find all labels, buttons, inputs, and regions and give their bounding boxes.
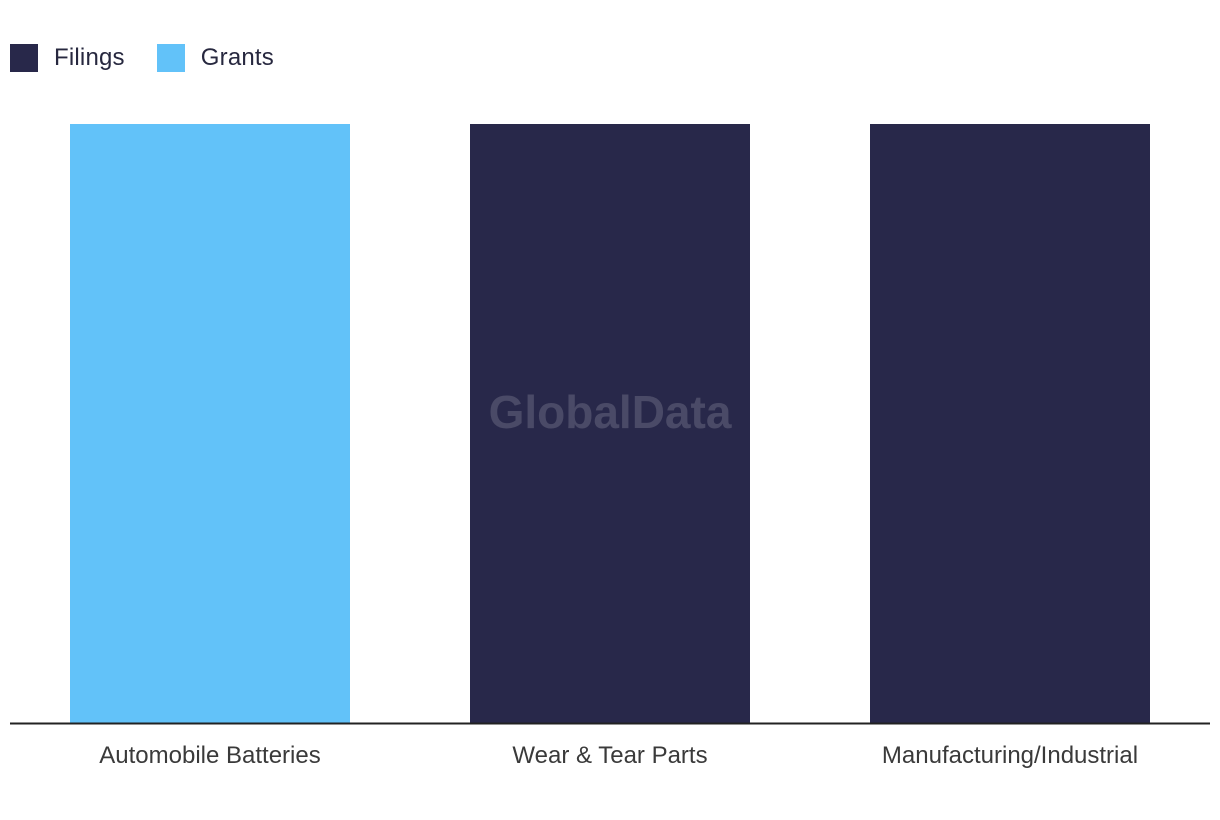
watermark-logo: GlobalData xyxy=(489,386,732,438)
chart-legend: Filings Grants xyxy=(10,42,306,74)
legend-item-grants: Grants xyxy=(156,44,274,72)
bar-group xyxy=(70,124,1150,723)
legend-label-filings: Filings xyxy=(54,44,125,71)
x-tick-label: Wear & Tear Parts xyxy=(512,742,707,769)
x-axis-tick-labels: Automobile Batteries Wear & Tear Parts Man… xyxy=(99,742,1138,769)
x-tick-label: Manufacturing/Industrial xyxy=(882,742,1138,769)
bar-grants-0 xyxy=(70,124,350,723)
legend-swatch-filings xyxy=(10,44,38,72)
legend-label-grants: Grants xyxy=(200,44,274,71)
legend-item-filings: Filings xyxy=(10,44,125,72)
bar-filings-1 xyxy=(470,124,750,723)
legend-swatch-grants xyxy=(156,44,185,72)
x-tick-label: Automobile Batteries xyxy=(99,742,320,769)
bar-filings-2 xyxy=(870,124,1150,723)
